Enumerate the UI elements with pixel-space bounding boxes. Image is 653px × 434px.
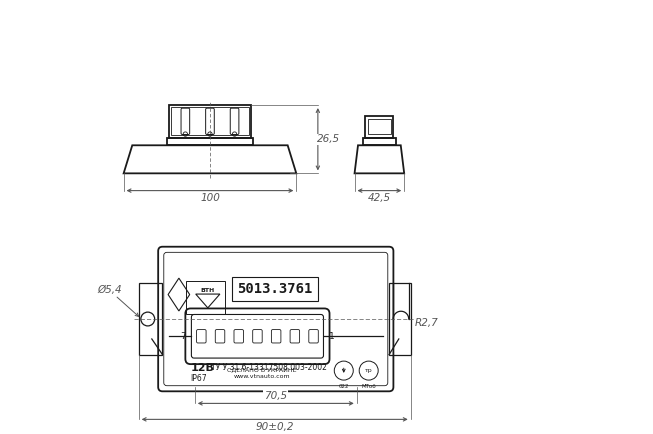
Text: 42,5: 42,5 [368,194,391,204]
Bar [138,283,163,355]
Text: 5013.3761: 5013.3761 [237,282,312,296]
Bar [389,283,411,355]
Bar [171,107,249,135]
Text: 100: 100 [200,194,220,204]
Bar [232,277,318,301]
Text: ТУ У 31.6-13317508.003-2002: ТУ У 31.6-13317508.003-2002 [212,363,327,372]
Text: ВТН: ВТН [200,288,215,293]
Text: МТоб: МТоб [361,384,376,388]
Text: 022: 022 [338,384,349,388]
Text: СДЕЛАНО В УКРАИНЕ: СДЕЛАНО В УКРАИНЕ [227,368,297,372]
Text: 90±0,2: 90±0,2 [255,422,294,432]
Text: 12В: 12В [191,363,214,373]
Bar [167,138,253,145]
Text: www.vtnauto.com: www.vtnauto.com [234,375,291,379]
Text: тр: тр [365,368,372,373]
Text: 1: 1 [328,332,334,341]
Text: 26,5: 26,5 [317,134,340,144]
Bar [363,138,396,145]
Bar [186,281,225,314]
Bar [365,116,393,138]
Text: R2,7: R2,7 [415,318,439,329]
Bar [169,105,251,138]
Text: 70,5: 70,5 [264,391,287,401]
Text: IP67: IP67 [191,374,207,383]
Text: 7: 7 [180,332,186,341]
Bar [368,119,391,134]
Text: Ø5,4: Ø5,4 [97,285,121,295]
